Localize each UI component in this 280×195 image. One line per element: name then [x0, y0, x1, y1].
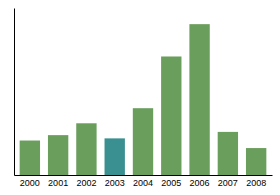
- bar: [105, 138, 125, 175]
- bar: [189, 24, 209, 175]
- x-axis: 2000 2001 2002 2003 2004 2005 2006 2007 2008: [15, 175, 273, 188]
- bar: [20, 141, 40, 175]
- bar: [133, 108, 153, 175]
- x-tick-label: 2004: [133, 178, 153, 188]
- x-tick-label: 2000: [20, 178, 40, 188]
- y-axis-line: [14, 9, 15, 176]
- x-tick: 2008: [246, 175, 266, 188]
- bars: [20, 24, 267, 175]
- bar: [76, 123, 96, 175]
- x-tick-label: 2003: [105, 178, 125, 188]
- bar: [48, 135, 68, 175]
- x-tick-label: 2005: [161, 178, 181, 188]
- x-tick: 2006: [190, 175, 210, 188]
- x-tick: 2001: [48, 175, 68, 188]
- x-tick: 2004: [133, 175, 153, 188]
- y-axis: [14, 9, 15, 176]
- x-tick-label: 2008: [246, 178, 266, 188]
- bar: [246, 148, 266, 175]
- x-tick: 2000: [20, 175, 40, 188]
- x-tick-label: 2007: [218, 178, 238, 188]
- x-tick-label: 2002: [76, 178, 96, 188]
- x-axis-line: [15, 175, 273, 176]
- x-tick: 2005: [161, 175, 181, 188]
- bar: [218, 132, 238, 175]
- plot-area: 2000 2001 2002 2003 2004 2005 2006 2007 2008: [15, 9, 273, 189]
- x-tick-label: 2006: [190, 178, 210, 188]
- chart: 2000 2001 2002 2003 2004 2005 2006 2007 2008: [0, 0, 280, 195]
- x-tick: 2002: [76, 175, 96, 188]
- x-tick: 2003: [105, 175, 125, 188]
- x-tick: 2007: [218, 175, 238, 188]
- bar: [161, 56, 181, 175]
- x-tick-label: 2001: [48, 178, 68, 188]
